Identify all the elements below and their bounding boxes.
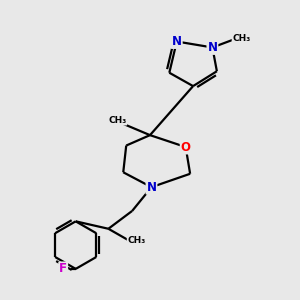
Text: N: N (146, 181, 157, 194)
Text: O: O (181, 140, 191, 154)
Text: N: N (207, 41, 218, 54)
Text: F: F (59, 262, 67, 275)
Text: CH₃: CH₃ (108, 116, 126, 125)
Text: N: N (172, 35, 182, 48)
Text: CH₃: CH₃ (128, 236, 146, 245)
Text: CH₃: CH₃ (232, 34, 251, 43)
